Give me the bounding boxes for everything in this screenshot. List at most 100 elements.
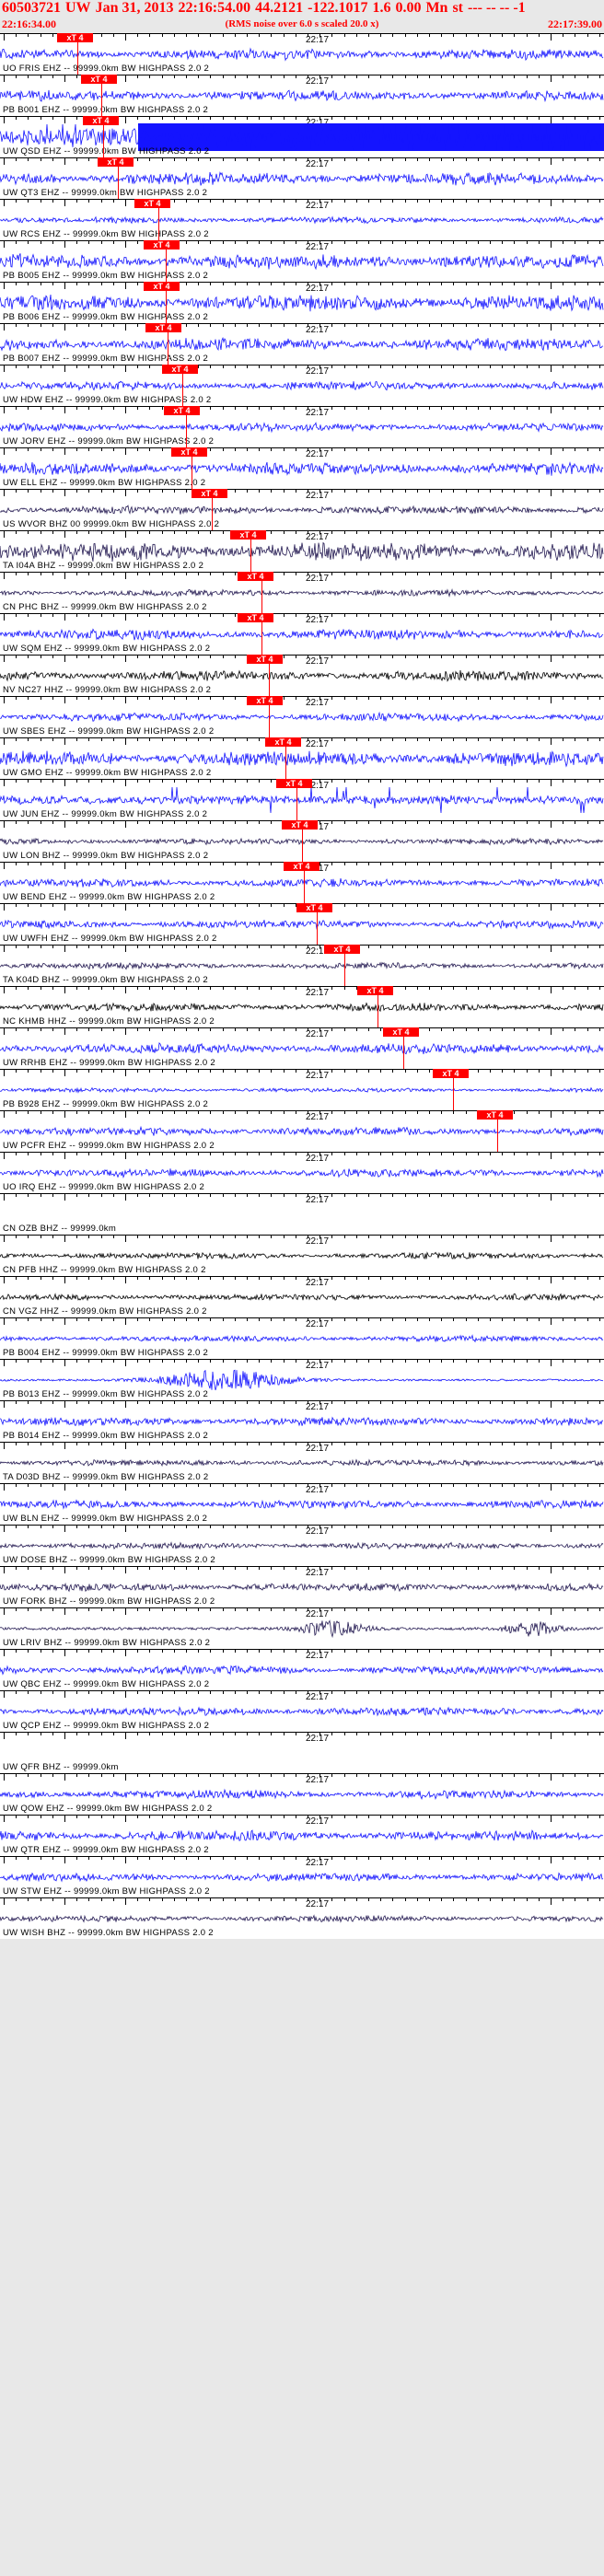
phase-pick-line[interactable] (403, 1027, 404, 1069)
trace-row[interactable]: 22:17 UW LRIV BHZ -- 99999.0km BW HIGHPAS… (0, 1607, 604, 1649)
trace-row[interactable]: 22:17 xT 4 NV NC27 HHZ -- 99999.0km BW HIG… (0, 655, 604, 696)
phase-pick-tag[interactable]: xT 4 (433, 1069, 469, 1078)
trace-row[interactable]: 22:17 xT 4 US WVOR BHZ 00 99999.0km BW HIG… (0, 489, 604, 530)
trace-row[interactable]: 22:17 TA D03D BHZ -- 99999.0km BW HIGHPAS… (0, 1442, 604, 1483)
phase-pick-line[interactable] (250, 530, 251, 572)
axis-tick-minor (380, 1607, 381, 1611)
trace-row[interactable]: 22:17 UW QFR BHZ -- 99999.0km (0, 1732, 604, 1773)
phase-pick-line[interactable] (158, 199, 159, 240)
phase-pick-line[interactable] (261, 572, 262, 613)
trace-row[interactable]: 22:17 xT 4 UW PCFR EHZ -- 99999.0km BW HIG… (0, 1110, 604, 1152)
trace-row[interactable]: 22:17 UW FORK BHZ -- 99999.0km BW HIGHPAS… (0, 1566, 604, 1607)
phase-pick-line[interactable] (103, 116, 104, 157)
phase-pick-tag[interactable]: xT 4 (144, 240, 180, 249)
trace-row[interactable]: 22:17 xT 4 NC KHMB HHZ -- 99999.0km BW HIG… (0, 986, 604, 1027)
phase-pick-tag[interactable]: xT 4 (164, 406, 200, 415)
trace-row[interactable]: 22:17 xT 4 UW QT3 EHZ -- 99999.0km BW HIGH… (0, 157, 604, 199)
phase-pick-tag[interactable]: xT 4 (477, 1110, 513, 1120)
phase-pick-line[interactable] (261, 613, 262, 655)
trace-row[interactable]: 22:17 xT 4 UW RRHB EHZ -- 99999.0km BW HIG… (0, 1027, 604, 1069)
phase-pick-tag[interactable]: xT 4 (57, 33, 93, 42)
trace-row[interactable]: 22:17 xT 4 PB B006 EHZ -- 99999.0km BW HIG… (0, 282, 604, 323)
phase-pick-tag[interactable]: xT 4 (162, 365, 198, 374)
phase-pick-tag[interactable]: xT 4 (144, 282, 180, 291)
phase-pick-line[interactable] (285, 737, 286, 779)
phase-pick-line[interactable] (182, 365, 183, 406)
phase-pick-tag[interactable]: xT 4 (357, 986, 393, 995)
trace-row[interactable]: 22:17 UW WISH BHZ -- 99999.0km BW HIGHPAS… (0, 1897, 604, 1939)
phase-pick-line[interactable] (269, 696, 270, 737)
trace-row[interactable]: 22:17 xT 4 PB B928 EHZ -- 99999.0km BW HIG… (0, 1069, 604, 1110)
phase-pick-tag[interactable]: xT 4 (83, 116, 119, 125)
phase-pick-line[interactable] (302, 820, 303, 862)
phase-pick-tag[interactable]: xT 4 (383, 1027, 419, 1037)
phase-pick-line[interactable] (304, 862, 305, 903)
trace-row[interactable]: 22:17 UW BLN EHZ -- 99999.0km BW HIGHPASS… (0, 1483, 604, 1525)
phase-pick-line[interactable] (77, 33, 78, 75)
phase-pick-tag[interactable]: xT 4 (98, 157, 134, 167)
phase-pick-tag[interactable]: xT 4 (145, 323, 181, 332)
phase-pick-line[interactable] (212, 489, 213, 530)
trace-row[interactable]: 22:17 PB B004 EHZ -- 99999.0km BW HIGHPAS… (0, 1317, 604, 1359)
phase-pick-tag[interactable]: xT 4 (265, 737, 301, 747)
phase-pick-line[interactable] (344, 945, 345, 986)
trace-row[interactable]: 22:17 xT 4 UW GMO EHZ -- 99999.0km BW HIGH… (0, 737, 604, 779)
trace-row[interactable]: 22:17 xT 4 UO FRIS EHZ -- 99999.0km BW HIG… (0, 33, 604, 75)
phase-pick-tag[interactable]: xT 4 (171, 447, 207, 457)
phase-pick-tag[interactable]: xT 4 (247, 655, 283, 664)
trace-row[interactable]: 22:17 UO IRQ EHZ -- 99999.0km BW HIGHPASS… (0, 1152, 604, 1193)
trace-row[interactable]: 22:17 UW QTR EHZ -- 99999.0km BW HIGHPASS… (0, 1815, 604, 1856)
trace-row[interactable]: 22:17 PB B013 EHZ -- 99999.0km BW HIGHPAS… (0, 1359, 604, 1400)
trace-row[interactable]: 22:17 xT 4 UW JUN EHZ -- 99999.0km BW HIGH… (0, 779, 604, 820)
phase-pick-tag[interactable]: xT 4 (247, 696, 283, 705)
phase-pick-tag[interactable]: xT 4 (238, 572, 273, 581)
trace-row[interactable]: 22:17 UW STW EHZ -- 99999.0km BW HIGHPASS… (0, 1856, 604, 1897)
phase-pick-line[interactable] (101, 75, 102, 116)
trace-row[interactable]: 22:17 xT 4 PB B001 EHZ -- 99999.0km BW HIG… (0, 75, 604, 116)
phase-pick-line[interactable] (166, 240, 167, 282)
trace-row[interactable]: 22:17 CN PFB HHZ -- 99999.0km BW HIGHPASS… (0, 1235, 604, 1276)
trace-row[interactable]: 22:17 UW DOSE BHZ -- 99999.0km BW HIGHPAS… (0, 1525, 604, 1566)
phase-pick-tag[interactable]: xT 4 (134, 199, 170, 208)
trace-row[interactable]: 22:17 CN VGZ HHZ -- 99999.0km BW HIGHPASS… (0, 1276, 604, 1317)
trace-row[interactable]: 22:17 xT 4 UW JORV EHZ -- 99999.0km BW HIG… (0, 406, 604, 447)
phase-pick-line[interactable] (186, 406, 187, 447)
phase-pick-line[interactable] (497, 1110, 498, 1152)
trace-row[interactable]: 22:17 UW QBC EHZ -- 99999.0km BW HIGHPASS… (0, 1649, 604, 1690)
trace-row[interactable]: 22:17 xT 4 PB B005 EHZ -- 99999.0km BW HIG… (0, 240, 604, 282)
phase-pick-line[interactable] (118, 157, 119, 199)
phase-pick-tag[interactable]: xT 4 (276, 779, 312, 788)
phase-pick-tag[interactable]: xT 4 (282, 820, 318, 830)
trace-row[interactable]: 22:17 UW QOW EHZ -- 99999.0km BW HIGHPASS… (0, 1773, 604, 1815)
trace-row[interactable]: 22:17 xT 4 PB B007 EHZ -- 99999.0km BW HIG… (0, 323, 604, 365)
phase-pick-tag[interactable]: xT 4 (192, 489, 227, 498)
phase-pick-tag[interactable]: xT 4 (284, 862, 319, 871)
phase-pick-tag[interactable]: xT 4 (230, 530, 266, 540)
trace-row[interactable]: 22:17 xT 4 TA K04D BHZ -- 99999.0km BW HIG… (0, 945, 604, 986)
trace-row[interactable]: 22:17 xT 4 UW RCS EHZ -- 99999.0km BW HIGH… (0, 199, 604, 240)
axis-tick-minor (405, 655, 406, 658)
trace-row[interactable]: 22:17 xT 4 UW HDW EHZ -- 99999.0km BW HIGH… (0, 365, 604, 406)
phase-pick-tag[interactable]: xT 4 (296, 903, 332, 912)
trace-row[interactable]: 22:17 xT 4 UW ELL EHZ -- 99999.0km BW HIGH… (0, 447, 604, 489)
trace-row[interactable]: 22:17 xT 4 TA I04A BHZ -- 99999.0km BW HIG… (0, 530, 604, 572)
trace-row[interactable]: 22:17 CN OZB BHZ -- 99999.0km (0, 1193, 604, 1235)
phase-pick-line[interactable] (269, 655, 270, 696)
phase-pick-line[interactable] (296, 779, 297, 820)
phase-pick-tag[interactable]: xT 4 (238, 613, 273, 622)
phase-pick-tag[interactable]: xT 4 (324, 945, 360, 954)
trace-row[interactable]: 22:17 xT 4 UW SQM EHZ -- 99999.0km BW HIGH… (0, 613, 604, 655)
axis-tick-minor (52, 986, 53, 990)
trace-row[interactable]: 22:17 PB B014 EHZ -- 99999.0km BW HIGHPAS… (0, 1400, 604, 1442)
trace-row[interactable]: 22:17 xT 4 CN PHC BHZ -- 99999.0km BW HIGH… (0, 572, 604, 613)
phase-pick-tag[interactable]: xT 4 (81, 75, 117, 84)
phase-pick-line[interactable] (453, 1069, 454, 1110)
trace-row[interactable]: 22:17 UW QCP EHZ -- 99999.0km BW HIGHPASS… (0, 1690, 604, 1732)
phase-pick-line[interactable] (166, 282, 167, 323)
phase-pick-line[interactable] (317, 903, 318, 945)
trace-row[interactable]: 22:17 xT 4 UW SBES EHZ -- 99999.0km BW HIG… (0, 696, 604, 737)
